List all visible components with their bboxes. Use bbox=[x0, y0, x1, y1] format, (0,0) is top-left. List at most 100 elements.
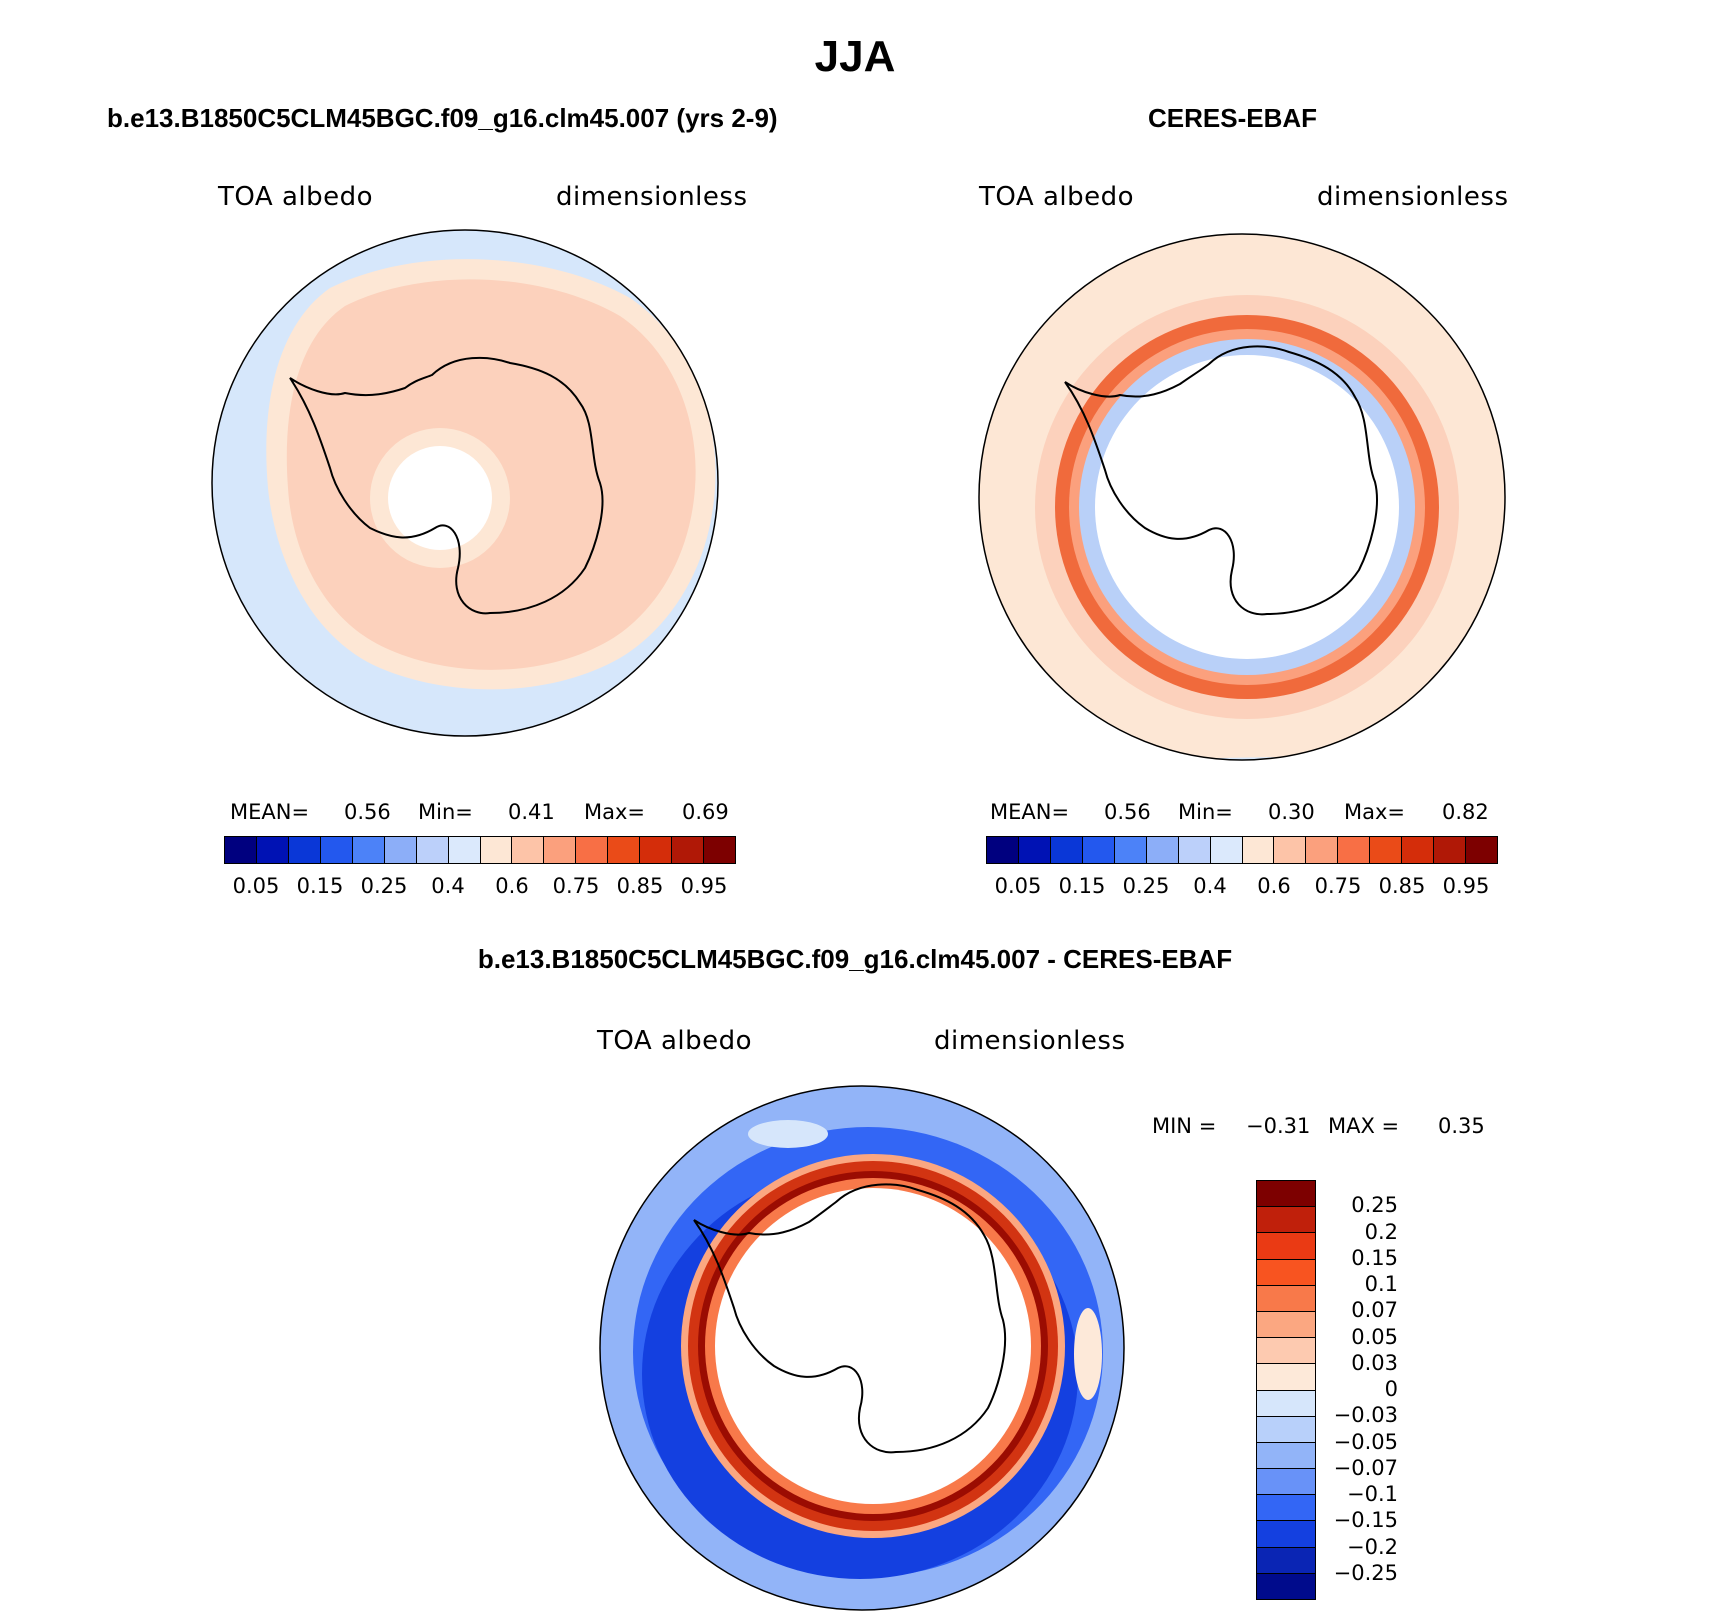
colorbar-tick-label: 0.85 bbox=[1378, 874, 1426, 898]
panel-2-title: CERES-EBAF bbox=[1148, 103, 1318, 133]
colorbar-swatch bbox=[1434, 837, 1467, 863]
colorbar-swatch bbox=[1018, 837, 1051, 863]
colorbar-tick-label: 0.6 bbox=[495, 874, 529, 898]
colorbar-tick-label: 0.75 bbox=[552, 874, 600, 898]
panel-2-antarctica-coastline bbox=[1064, 345, 1378, 616]
panel-2-mean-value: 0.56 bbox=[1104, 800, 1151, 824]
colorbar-tick-label: 0.05 bbox=[1351, 1324, 1398, 1349]
colorbar-tick-label: 0.4 bbox=[1193, 874, 1227, 898]
colorbar-swatch bbox=[256, 837, 289, 863]
colorbar-swatch bbox=[1257, 1311, 1315, 1339]
panel-3-map bbox=[599, 1085, 1125, 1611]
panel-2-max-label: Max= bbox=[1344, 800, 1406, 824]
colorbar-swatch bbox=[1257, 1364, 1315, 1391]
colorbar-swatch bbox=[1338, 837, 1371, 863]
panel-2-min-value: 0.30 bbox=[1268, 800, 1315, 824]
colorbar-tick-label: 0.95 bbox=[680, 874, 728, 898]
colorbar-swatch bbox=[1242, 837, 1275, 863]
colorbar-swatch bbox=[1257, 1233, 1315, 1260]
colorbar-tick-label: 0.95 bbox=[1442, 874, 1490, 898]
colorbar-swatch bbox=[1257, 1442, 1315, 1470]
panel-2-map-border bbox=[978, 233, 1506, 761]
colorbar-tick-label: −0.15 bbox=[1333, 1508, 1398, 1533]
panel-2-missing-data bbox=[1095, 355, 1399, 659]
colorbar-tick-label: −0.2 bbox=[1347, 1534, 1398, 1559]
colorbar-tick-label: 0.25 bbox=[1122, 874, 1170, 898]
panel-1-min-value: 0.41 bbox=[508, 800, 555, 824]
colorbar-swatch bbox=[672, 837, 705, 863]
panel-1-mean-value: 0.56 bbox=[344, 800, 391, 824]
panel-3-variable: TOA albedo bbox=[597, 1026, 753, 1056]
panel-1-units: dimensionless bbox=[556, 182, 748, 212]
colorbar-tick-label: −0.25 bbox=[1333, 1560, 1398, 1585]
colorbar-swatch bbox=[640, 837, 673, 863]
colorbar-swatch bbox=[1257, 1338, 1315, 1365]
colorbar-swatch bbox=[512, 837, 545, 863]
colorbar-tick-label: 0.15 bbox=[296, 874, 344, 898]
colorbar-swatch bbox=[1257, 1207, 1315, 1234]
colorbar-swatch bbox=[1146, 837, 1179, 863]
panel-3-max-value: 0.35 bbox=[1438, 1114, 1485, 1138]
colorbar-tick-label: 0.05 bbox=[232, 874, 280, 898]
colorbar-tick-label: 0.75 bbox=[1314, 874, 1362, 898]
colorbar-swatch bbox=[1210, 837, 1243, 863]
colorbar-tick-label: −0.07 bbox=[1333, 1455, 1398, 1480]
colorbar-tick-label: 0.4 bbox=[431, 874, 465, 898]
colorbar-swatch bbox=[1178, 837, 1211, 863]
panel-2-units: dimensionless bbox=[1317, 182, 1509, 212]
panel-3-min-value: −0.31 bbox=[1246, 1114, 1311, 1138]
colorbar-swatch bbox=[1257, 1285, 1315, 1312]
colorbar-tick-label: 0.2 bbox=[1364, 1219, 1398, 1244]
colorbar-swatch bbox=[1274, 837, 1307, 863]
panel-1-max-label: Max= bbox=[584, 800, 646, 824]
colorbar-tick-label: −0.05 bbox=[1333, 1429, 1398, 1454]
colorbar-tick-label: 0.85 bbox=[616, 874, 664, 898]
panel-2-min-label: Min= bbox=[1178, 800, 1233, 824]
colorbar-swatch bbox=[1257, 1573, 1315, 1599]
panel-2-mean-label: MEAN= bbox=[990, 800, 1070, 824]
panel-3-min-label: MIN = bbox=[1152, 1114, 1217, 1138]
colorbar-swatch bbox=[1402, 837, 1435, 863]
panel-3-light-patch-east bbox=[1074, 1308, 1102, 1400]
colorbar-swatch bbox=[1257, 1495, 1315, 1522]
colorbar-swatch bbox=[288, 837, 321, 863]
colorbar-tick-label: 0.15 bbox=[1351, 1245, 1398, 1270]
colorbar-swatch bbox=[448, 837, 481, 863]
panel-2-variable: TOA albedo bbox=[979, 182, 1135, 212]
colorbar-swatch bbox=[1257, 1390, 1315, 1417]
panel-1-map-border bbox=[211, 229, 719, 737]
colorbar-tick-label: −0.1 bbox=[1347, 1482, 1398, 1506]
colorbar-swatch bbox=[608, 837, 641, 863]
colorbar-tick-label: −0.03 bbox=[1333, 1403, 1398, 1428]
figure-title: JJA bbox=[814, 32, 896, 81]
panel-1-min-label: Min= bbox=[418, 800, 473, 824]
colorbar-swatch bbox=[1370, 837, 1403, 863]
colorbar-swatch bbox=[544, 837, 577, 863]
colorbar-tick-label: 0.07 bbox=[1351, 1298, 1398, 1323]
colorbar-swatch bbox=[1082, 837, 1115, 863]
colorbar-swatch bbox=[1050, 837, 1083, 863]
colorbar-swatch bbox=[576, 837, 609, 863]
panel-1-map bbox=[211, 229, 719, 737]
colorbar-tick-label: 0.05 bbox=[994, 874, 1042, 898]
colorbar-swatch bbox=[225, 837, 257, 863]
colorbar-swatch bbox=[416, 837, 449, 863]
colorbar-swatch bbox=[704, 837, 735, 863]
colorbar-tick-label: 0.25 bbox=[1351, 1193, 1398, 1218]
panel-2-map bbox=[978, 233, 1506, 761]
panel-3-title: b.e13.B1850C5CLM45BGC.f09_g16.clm45.007 … bbox=[477, 944, 1233, 974]
panel-3-antarctica-coastline bbox=[693, 1183, 1007, 1454]
colorbar-tick-label: 0 bbox=[1384, 1377, 1398, 1401]
panel-1-colorbar bbox=[224, 836, 736, 864]
colorbar-swatch bbox=[480, 837, 513, 863]
colorbar-swatch bbox=[1466, 837, 1497, 863]
colorbar-tick-label: 0.6 bbox=[1257, 874, 1291, 898]
colorbar-swatch bbox=[1114, 837, 1147, 863]
panel-1-max-value: 0.69 bbox=[682, 800, 729, 824]
panel-2-colorbar bbox=[986, 836, 1498, 864]
panel-2-max-value: 0.82 bbox=[1442, 800, 1489, 824]
colorbar-swatch bbox=[352, 837, 385, 863]
colorbar-swatch bbox=[1306, 837, 1339, 863]
panel-1-title: b.e13.B1850C5CLM45BGC.f09_g16.clm45.007 … bbox=[107, 103, 778, 133]
colorbar-swatch bbox=[1257, 1259, 1315, 1286]
